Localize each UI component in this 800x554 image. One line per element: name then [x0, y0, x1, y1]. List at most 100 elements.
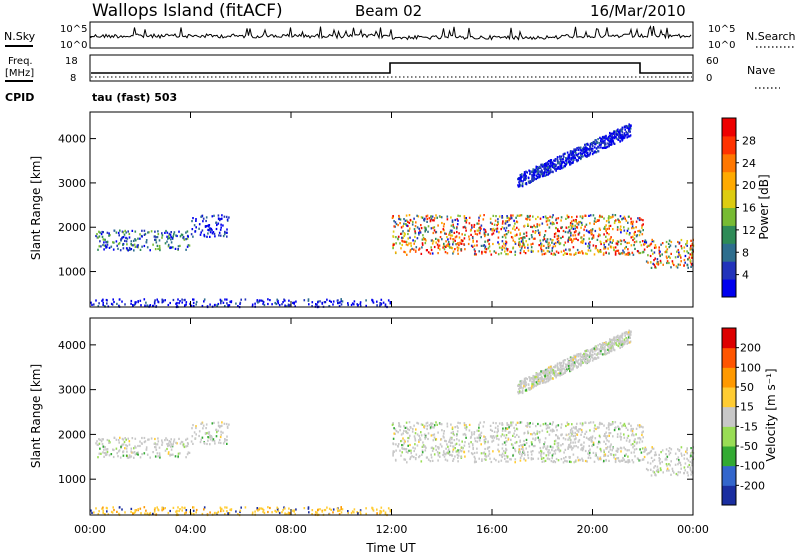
velocity-point: [641, 431, 643, 434]
velocity-point: [448, 450, 451, 453]
velocity-point: [124, 447, 126, 450]
power-point: [98, 230, 100, 233]
velocity-point: [407, 428, 409, 431]
velocity-point: [425, 446, 427, 449]
power-point: [622, 135, 625, 138]
velocity-point: [619, 346, 621, 349]
power-point: [137, 237, 139, 240]
power-point: [444, 251, 447, 254]
power-point: [599, 241, 602, 244]
power-point: [587, 143, 589, 146]
power-point: [545, 217, 548, 220]
power-point: [519, 214, 522, 217]
power-point: [404, 233, 406, 236]
power-point: [421, 216, 424, 219]
power-point: [581, 250, 583, 253]
power-point: [597, 235, 600, 238]
velocity-point: [556, 374, 558, 377]
power-point: [332, 300, 335, 303]
power-point: [530, 225, 532, 228]
velocity-point: [549, 422, 551, 425]
power-point: [570, 234, 572, 237]
velocity-point: [582, 361, 584, 364]
power-point: [103, 248, 105, 251]
velocity-point: [581, 422, 584, 425]
station-title: Wallops Island (fitACF): [92, 1, 283, 21]
power-point: [436, 243, 439, 246]
velocity-point: [427, 458, 430, 461]
velocity-point: [143, 506, 146, 509]
velocity-point: [106, 450, 109, 454]
power-point: [106, 241, 109, 244]
power-point: [532, 230, 534, 233]
velocity-point: [157, 455, 159, 458]
power-point: [217, 222, 220, 225]
velocity-point: [155, 443, 157, 446]
velocity-point: [582, 445, 585, 448]
velocity-point: [593, 430, 595, 433]
power-point: [592, 236, 595, 239]
velocity-point: [143, 452, 146, 455]
power-point: [675, 265, 678, 268]
velocity-point: [341, 508, 344, 511]
velocity-point: [192, 424, 194, 427]
velocity-point: [661, 449, 664, 452]
power-point: [294, 305, 296, 308]
power-point: [541, 222, 544, 225]
velocity-point: [108, 439, 110, 442]
velocity-point: [611, 421, 614, 424]
velocity-point: [98, 510, 100, 513]
power-point: [557, 167, 559, 170]
power-point: [476, 222, 478, 225]
velocity-point: [527, 430, 529, 433]
velocity-point: [625, 337, 627, 340]
velocity-point: [493, 436, 496, 439]
power-point: [530, 249, 533, 252]
power-point: [449, 234, 452, 237]
power-point: [127, 230, 129, 233]
power-point: [413, 228, 416, 231]
power-point: [365, 299, 367, 302]
velocity-point: [543, 443, 545, 446]
freq-unit-label: [MHz]: [5, 68, 34, 79]
velocity-point: [555, 434, 557, 437]
velocity-point: [633, 434, 635, 437]
power-point: [483, 244, 486, 247]
power-point: [235, 302, 237, 305]
power-point: [574, 234, 577, 237]
power-point: [611, 241, 613, 244]
power-point: [167, 235, 170, 238]
power-point: [632, 220, 634, 223]
power-point: [393, 220, 395, 223]
power-point: [684, 254, 687, 258]
power-point: [101, 230, 103, 234]
velocity-point: [480, 452, 483, 455]
power-point: [611, 213, 614, 217]
power-point: [339, 301, 341, 304]
power-point: [505, 226, 508, 229]
power-point: [521, 173, 523, 176]
velocity-point: [619, 342, 622, 345]
velocity-point: [528, 445, 531, 448]
power-point: [506, 215, 508, 218]
velocity-point: [433, 436, 436, 439]
velocity-point: [179, 508, 181, 511]
velocity-point: [415, 428, 417, 431]
power-point: [620, 239, 623, 243]
power-point: [116, 302, 118, 305]
velocity-point: [604, 453, 606, 456]
velocity-point: [421, 423, 424, 426]
power-point: [476, 244, 478, 247]
velocity-point: [539, 424, 542, 427]
power-point: [619, 134, 622, 137]
power-point: [448, 233, 450, 236]
power-point: [560, 226, 562, 230]
power-point: [537, 168, 539, 171]
velocity-point: [564, 369, 567, 373]
power-point: [353, 303, 355, 306]
velocity-point: [284, 512, 286, 515]
velocity-point: [476, 451, 478, 454]
velocity-point: [483, 421, 485, 424]
